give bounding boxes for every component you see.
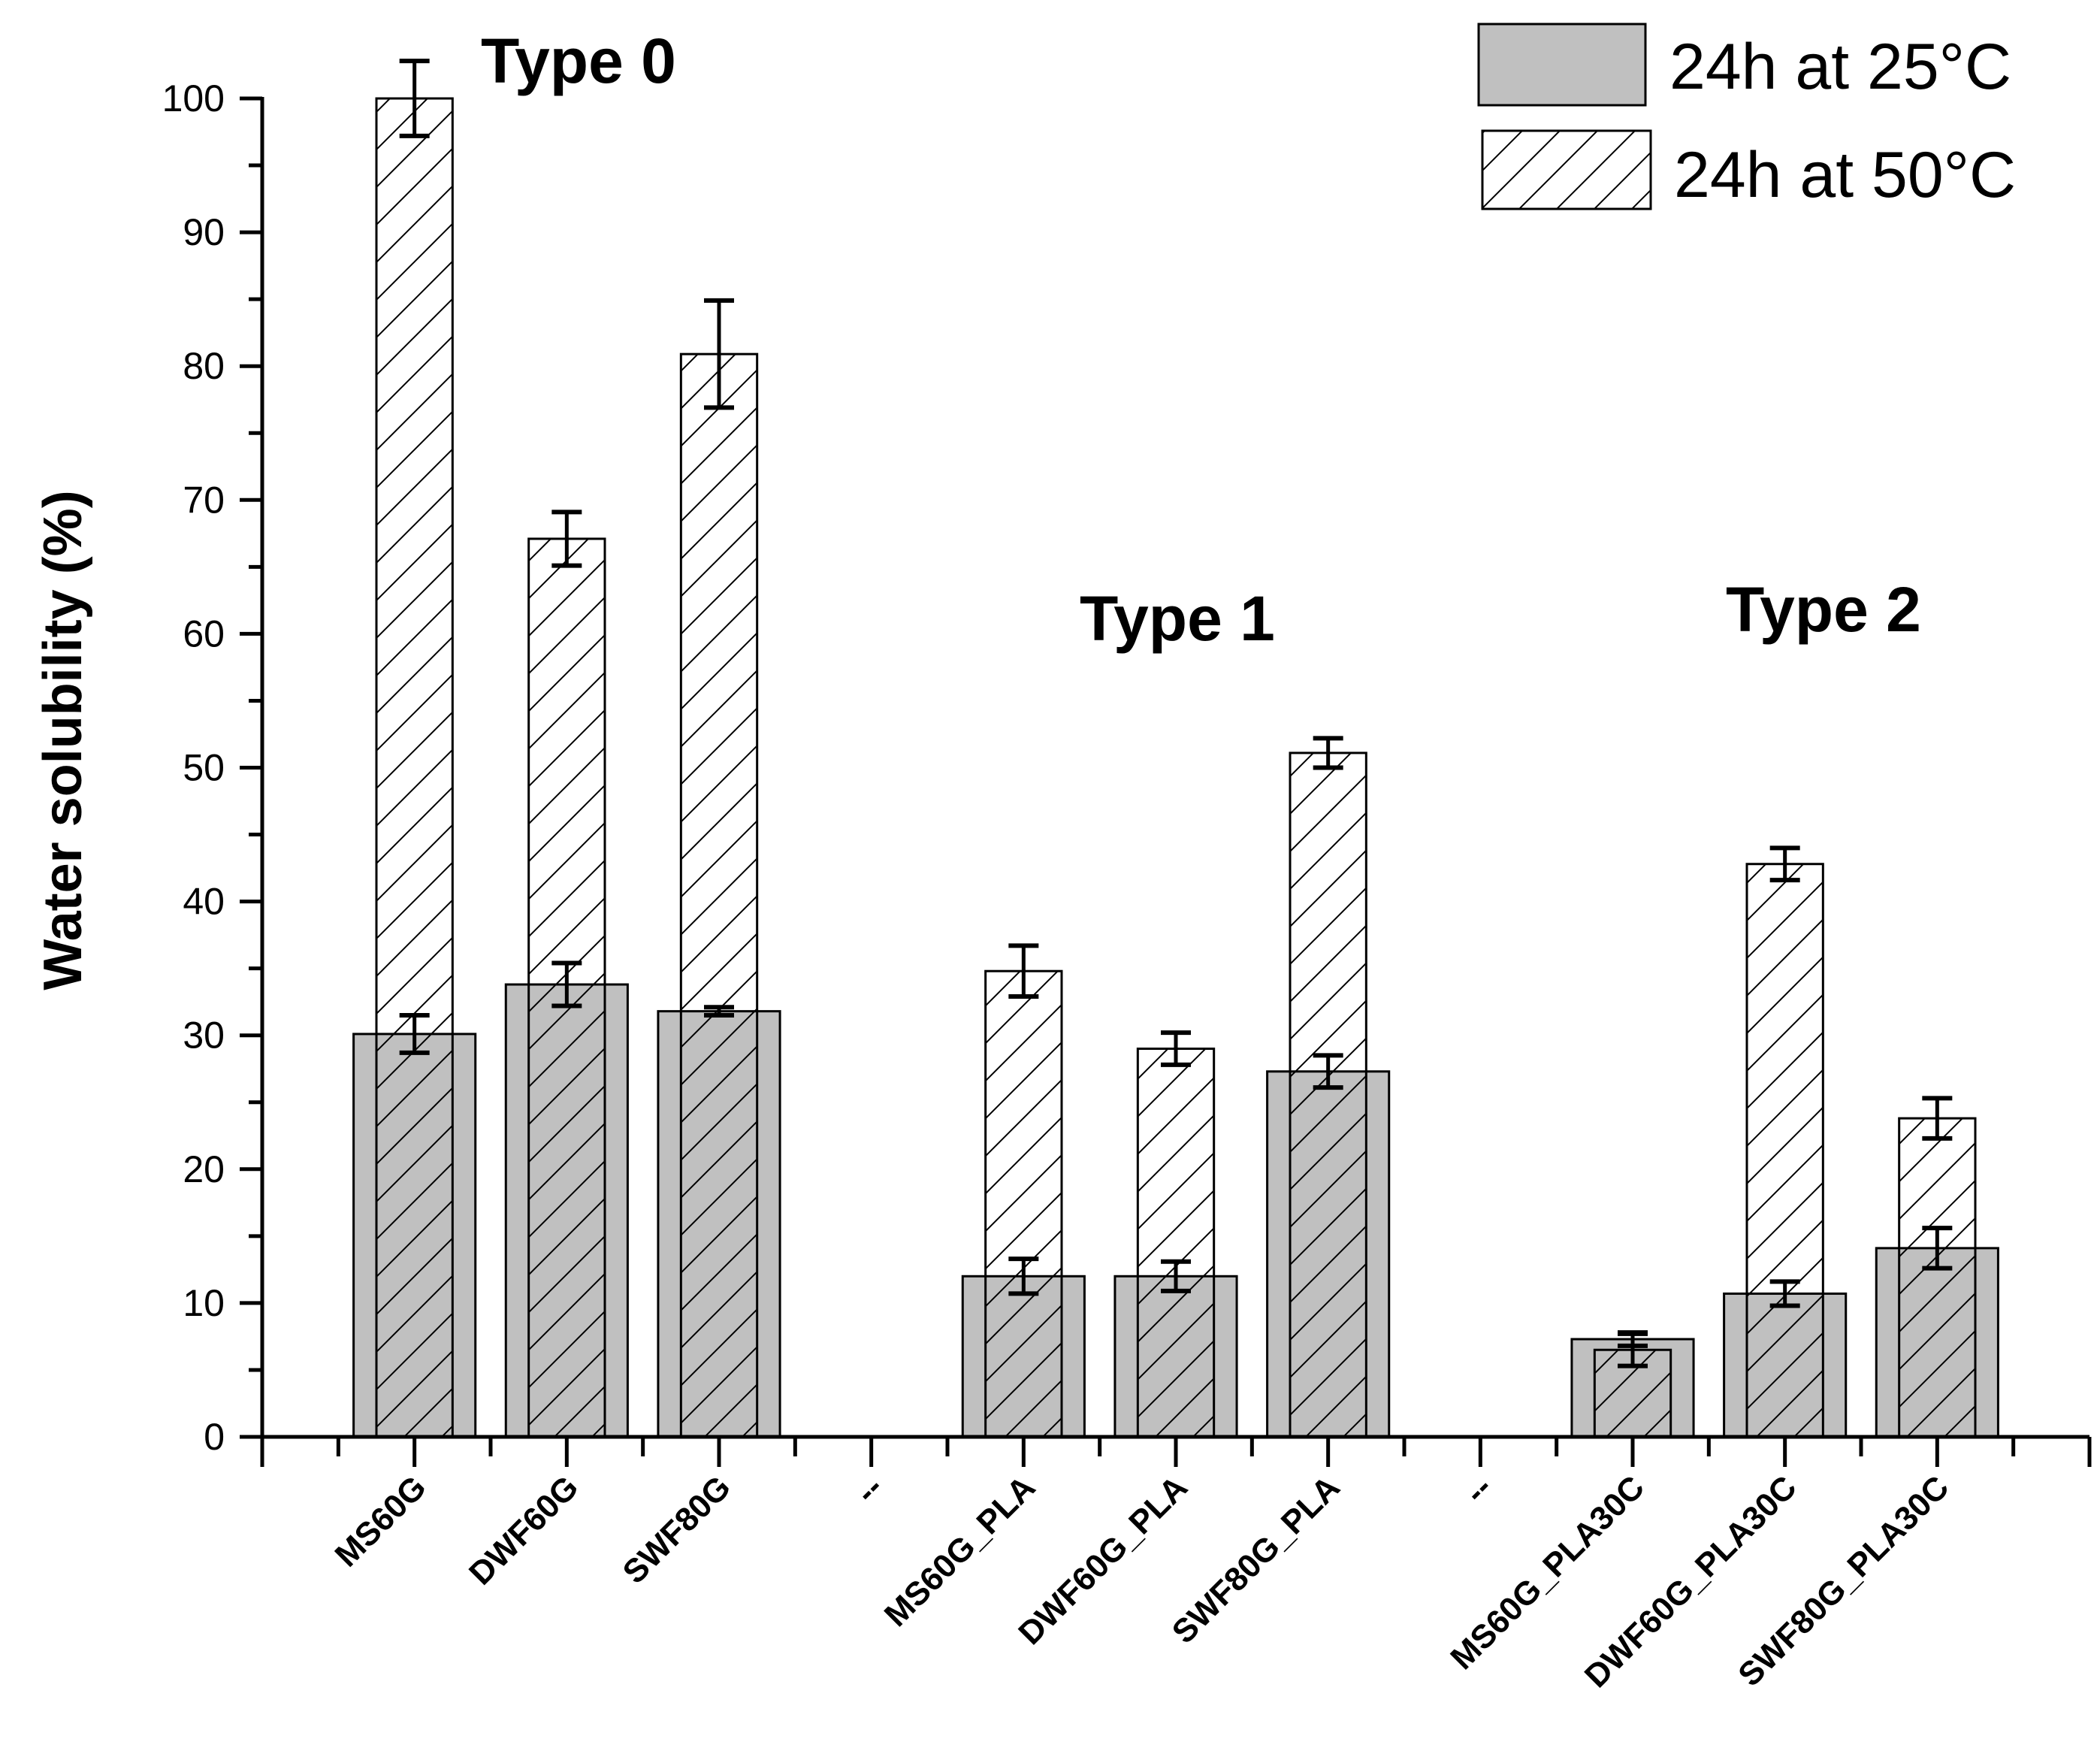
y-axis-label: Water solubility (%) xyxy=(33,490,93,990)
error-bar-50c-dwf60g xyxy=(551,510,582,568)
error-bar-25c-swf80g-pla xyxy=(1313,1053,1343,1090)
error-bar-25c-swf80g-pla30c xyxy=(1922,1226,1953,1271)
x-tick-label-swf80g: SWF80G xyxy=(615,1468,738,1591)
bar-50c-swf80g-pla30c xyxy=(1898,1117,1977,1438)
legend-label-50c: 24h at 50°C xyxy=(1674,139,2016,211)
bar-50c-ms60g xyxy=(375,97,454,1438)
error-bar-25c-dwf60g xyxy=(551,960,582,1009)
y-tick-label: 30 xyxy=(183,1015,225,1057)
error-bar-50c-dwf60g-pla xyxy=(1161,1030,1191,1067)
axes xyxy=(240,96,2092,1467)
x-tick-label-separator: -- xyxy=(1458,1468,1499,1510)
y-tick-label: 10 xyxy=(183,1282,225,1324)
error-bar-50c-ms60g xyxy=(399,59,430,138)
error-bar-25c-dwf60g-pla30c xyxy=(1769,1279,1800,1308)
bar-50c-dwf60g-pla xyxy=(1136,1048,1216,1438)
y-tick-label: 20 xyxy=(183,1148,225,1190)
y-tick-label: 0 xyxy=(204,1416,225,1458)
y-tick-label: 100 xyxy=(162,77,225,119)
error-bar-25c-ms60g-pla xyxy=(1008,1256,1039,1296)
y-tick-labels: 0 10 20 30 40 50 60 70 80 90 100 xyxy=(162,77,225,1458)
error-bar-50c-swf80g-pla30c xyxy=(1922,1096,1953,1141)
y-tick-label: 40 xyxy=(183,881,225,923)
bar-50c-ms60g-pla xyxy=(984,969,1063,1438)
error-bars xyxy=(399,59,1953,1368)
y-tick-label: 90 xyxy=(183,211,225,253)
error-bar-50c-ms60g-pla30c xyxy=(1618,1331,1648,1368)
y-tick-label: 70 xyxy=(183,479,225,521)
bar-50c-dwf60g-pla30c xyxy=(1745,863,1824,1438)
x-tick-label-dwf60g: DWF60G xyxy=(462,1468,585,1592)
legend-swatch-50c xyxy=(1481,129,1652,210)
error-bar-50c-dwf60g-pla30c xyxy=(1769,845,1800,883)
legend-label-25c: 24h at 25°C xyxy=(1669,31,2011,103)
error-bar-50c-ms60g-pla xyxy=(1008,943,1039,999)
group-label-type-1: Type 1 xyxy=(1080,583,1275,654)
legend-swatch-25c xyxy=(1477,23,1647,107)
y-tick-label: 50 xyxy=(183,747,225,789)
error-bar-50c-swf80g xyxy=(704,298,734,410)
group-label-type-0: Type 0 xyxy=(481,26,676,96)
x-tick-label-ms60g-pla: MS60G_PLA xyxy=(878,1468,1043,1634)
error-bar-25c-ms60g xyxy=(399,1012,430,1055)
x-tick-label-ms60g: MS60G xyxy=(328,1468,434,1574)
bar-50c-swf80g-pla xyxy=(1289,751,1367,1438)
error-bar-25c-swf80g xyxy=(704,1005,734,1018)
legend: 24h at 25°C 24h at 50°C xyxy=(1477,23,2016,211)
error-bar-50c-swf80g-pla xyxy=(1313,736,1343,770)
bar-50c-swf80g xyxy=(679,352,759,1438)
x-tick-labels: MS60G DWF60G SWF80G --MS60G_PLADWF60G_PLASW… xyxy=(328,1468,1956,1695)
x-tick-label-separator: -- xyxy=(848,1468,890,1510)
error-bar-25c-dwf60g-pla xyxy=(1161,1259,1191,1293)
y-tick-label: 60 xyxy=(183,612,225,655)
group-label-type-2: Type 2 xyxy=(1726,574,1921,645)
y-tick-label: 80 xyxy=(183,345,225,387)
